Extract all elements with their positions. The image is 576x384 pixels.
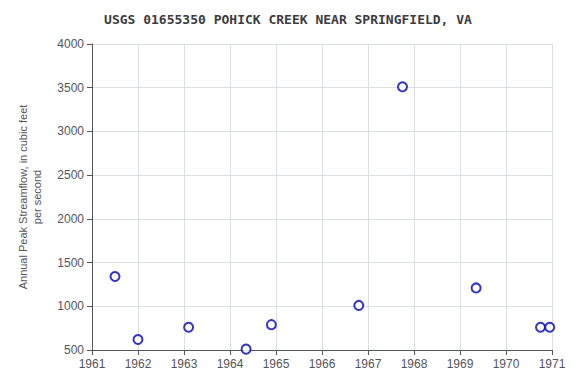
svg-text:1965: 1965 — [263, 357, 290, 371]
svg-text:1970: 1970 — [493, 357, 520, 371]
svg-text:1967: 1967 — [355, 357, 382, 371]
svg-text:1966: 1966 — [309, 357, 336, 371]
svg-text:1963: 1963 — [171, 357, 198, 371]
svg-text:2500: 2500 — [57, 168, 84, 182]
svg-text:3500: 3500 — [57, 81, 84, 95]
svg-text:1961: 1961 — [79, 357, 106, 371]
svg-text:1962: 1962 — [125, 357, 152, 371]
svg-text:2000: 2000 — [57, 212, 84, 226]
svg-text:1969: 1969 — [447, 357, 474, 371]
svg-text:USGS 01655350 POHICK CREEK NEA: USGS 01655350 POHICK CREEK NEAR SPRINGFI… — [104, 12, 472, 27]
svg-text:1964: 1964 — [217, 357, 244, 371]
svg-text:1000: 1000 — [57, 299, 84, 313]
svg-text:500: 500 — [64, 343, 84, 357]
svg-text:1500: 1500 — [57, 256, 84, 270]
svg-text:3000: 3000 — [57, 124, 84, 138]
svg-text:1968: 1968 — [401, 357, 428, 371]
svg-text:Annual Peak Streamflow, in cub: Annual Peak Streamflow, in cubic feet — [17, 105, 29, 290]
svg-text:4000: 4000 — [57, 37, 84, 51]
svg-text:per second: per second — [31, 170, 43, 224]
svg-text:1971: 1971 — [539, 357, 566, 371]
